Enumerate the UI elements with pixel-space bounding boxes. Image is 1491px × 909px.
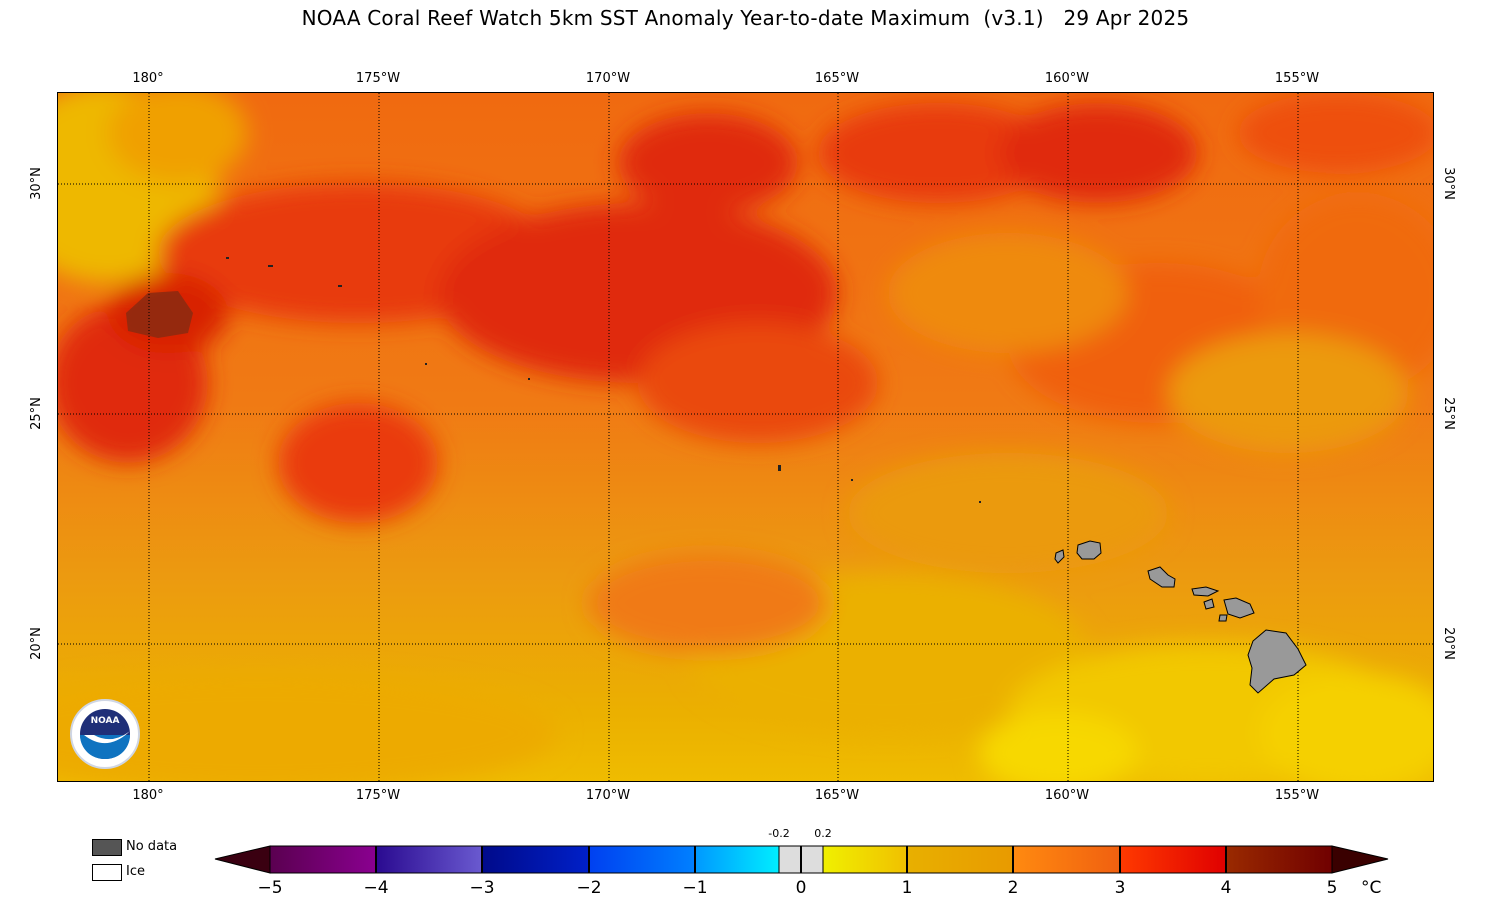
colorbar-seg-m2 (589, 846, 695, 873)
lon-label-155w-bottom: 155°W (1274, 788, 1320, 803)
colorbar-dividers (375, 846, 1227, 873)
cb-tick-1: 1 (901, 878, 913, 898)
colorbar-low-arrow (214, 845, 271, 874)
cb-tick-m3: −3 (469, 878, 495, 898)
island-lanai (1203, 598, 1215, 610)
cb-small-tick-pos: 0.2 (814, 827, 832, 840)
hawaiian-islands (1054, 540, 1307, 694)
colorbar-seg-neutral (779, 846, 823, 873)
cb-tick-m2: −2 (576, 878, 602, 898)
lon-label-160w-bottom: 160°W (1044, 788, 1090, 803)
cb-tick-4: 4 (1220, 878, 1232, 898)
cb-tick-m4: −4 (363, 878, 389, 898)
anomaly-patches (58, 93, 1433, 781)
colorbar-seg-p1 (823, 846, 907, 873)
colorbar-seg-p4 (1120, 846, 1226, 873)
lat-label-20n-left: 20°N (28, 627, 44, 660)
colorbar-seg-m5 (270, 846, 376, 873)
ice-swatch (92, 864, 122, 881)
lat-label-25n-right: 25°N (1440, 397, 1456, 430)
colorbar-seg-m1 (695, 846, 779, 873)
lon-label-180-bottom: 180° (132, 788, 164, 803)
lon-label-165w: 165°W (814, 71, 860, 86)
island-maui (1223, 597, 1255, 619)
no-data-label: No data (126, 839, 178, 854)
island-kahoolawe (1218, 614, 1228, 622)
cb-tick-m5: −5 (257, 878, 283, 898)
colorbar-unit: °C (1361, 878, 1382, 898)
lon-label-165w-bottom: 165°W (814, 788, 860, 803)
noaa-logo: NOAA (70, 699, 140, 769)
lon-label-155w: 155°W (1274, 71, 1320, 86)
island-niihau (1054, 549, 1065, 564)
cb-tick-0: 0 (795, 878, 807, 898)
no-data-swatch (92, 839, 122, 856)
colorbar-seg-p2 (907, 846, 1013, 873)
small-islets (226, 257, 981, 503)
map-title: NOAA Coral Reef Watch 5km SST Anomaly Ye… (301, 6, 1190, 30)
colorbar-seg-m3 (482, 846, 589, 873)
ice-label: Ice (126, 864, 145, 879)
gridlines (58, 93, 1433, 781)
island-hawaii (1247, 629, 1307, 694)
noaa-seagull-icon (84, 731, 130, 744)
island-molokai (1191, 586, 1220, 597)
lat-label-30n-left: 30°N (28, 167, 44, 200)
cb-tick-2: 2 (1007, 878, 1019, 898)
island-kauai (1076, 540, 1102, 560)
cb-tick-5: 5 (1326, 878, 1338, 898)
lon-label-170w: 170°W (585, 71, 631, 86)
island-oahu (1147, 566, 1176, 588)
lon-label-160w: 160°W (1044, 71, 1090, 86)
lon-label-175w: 175°W (355, 71, 401, 86)
colorbar-seg-p5 (1226, 846, 1332, 873)
colorbar-seg-p3 (1013, 846, 1120, 873)
map-canvas (58, 93, 1433, 781)
lat-label-20n-right: 20°N (1440, 627, 1456, 660)
colorbar-high-arrow (1331, 845, 1389, 874)
colorbar-seg-m4 (376, 846, 482, 873)
cb-small-tick-neg: -0.2 (768, 827, 790, 840)
noaa-logo-text: NOAA (90, 716, 120, 726)
lat-label-30n-right: 30°N (1440, 167, 1456, 200)
cb-tick-m1: −1 (682, 878, 708, 898)
lat-label-25n-left: 25°N (28, 397, 44, 430)
no-data-patch (126, 291, 193, 338)
cb-tick-3: 3 (1114, 878, 1126, 898)
lon-label-175w-bottom: 175°W (355, 788, 401, 803)
lon-label-180: 180° (132, 71, 164, 86)
sst-anomaly-map[interactable]: NOAA (57, 92, 1434, 782)
lon-label-170w-bottom: 170°W (585, 788, 631, 803)
